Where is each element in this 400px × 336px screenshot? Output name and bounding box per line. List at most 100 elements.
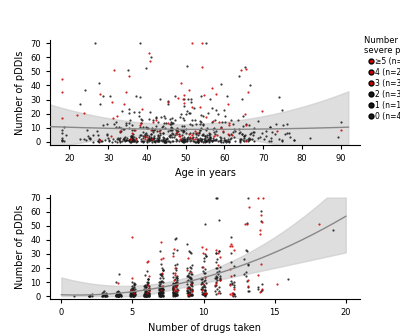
Point — [132, 282, 138, 287]
Point — [142, 282, 148, 287]
Point — [194, 138, 200, 144]
Point — [186, 293, 192, 298]
Point — [184, 287, 190, 293]
Point — [141, 293, 148, 298]
Point — [221, 135, 228, 141]
Point — [214, 286, 220, 291]
Point — [260, 195, 266, 200]
Point — [152, 138, 158, 143]
Point — [255, 284, 262, 290]
Point — [201, 291, 208, 296]
Point — [182, 130, 189, 135]
Point — [132, 94, 139, 99]
Point — [104, 121, 110, 126]
Point — [187, 275, 194, 280]
Point — [141, 293, 148, 298]
Point — [94, 129, 100, 134]
Point — [231, 292, 238, 297]
Point — [114, 137, 120, 142]
Point — [159, 285, 165, 290]
Point — [245, 283, 251, 288]
Point — [196, 121, 203, 127]
Point — [215, 138, 222, 143]
Point — [157, 286, 164, 292]
Point — [146, 293, 152, 298]
Point — [145, 258, 151, 264]
Point — [236, 126, 242, 132]
Point — [192, 139, 198, 144]
Point — [197, 127, 203, 133]
Point — [187, 274, 194, 280]
Point — [177, 133, 184, 139]
Point — [172, 283, 178, 288]
Point — [202, 266, 208, 272]
Point — [198, 136, 205, 142]
Point — [226, 139, 232, 144]
Point — [144, 259, 150, 264]
Point — [114, 290, 120, 295]
Point — [222, 138, 228, 143]
Point — [201, 133, 208, 138]
Point — [160, 123, 166, 129]
Point — [103, 291, 109, 296]
Point — [140, 134, 146, 139]
Point — [187, 289, 193, 294]
Point — [136, 40, 143, 46]
Point — [83, 137, 89, 143]
Point — [187, 135, 193, 140]
Point — [114, 292, 120, 297]
Point — [166, 139, 172, 144]
Point — [201, 291, 207, 296]
Point — [132, 292, 138, 298]
Y-axis label: Number of pDDIs: Number of pDDIs — [15, 50, 25, 135]
Point — [159, 283, 165, 289]
Point — [116, 293, 122, 298]
Point — [159, 292, 165, 298]
Point — [259, 108, 265, 113]
Point — [138, 120, 144, 126]
Point — [213, 247, 219, 252]
Point — [187, 279, 193, 284]
Point — [126, 138, 132, 143]
Point — [188, 287, 195, 292]
Point — [227, 278, 234, 284]
Point — [122, 134, 128, 140]
X-axis label: Age in years: Age in years — [174, 168, 236, 178]
Point — [184, 138, 190, 144]
Point — [156, 285, 162, 290]
Point — [163, 136, 169, 141]
Point — [338, 119, 344, 125]
Point — [128, 136, 135, 141]
Point — [229, 282, 235, 287]
Point — [177, 114, 183, 119]
Point — [184, 63, 190, 68]
Point — [124, 67, 131, 72]
Point — [96, 136, 102, 142]
Point — [338, 127, 344, 133]
Point — [173, 136, 179, 141]
Point — [189, 283, 195, 289]
Point — [156, 290, 162, 296]
Point — [230, 121, 236, 127]
Point — [88, 293, 95, 299]
Point — [138, 120, 144, 126]
Point — [187, 292, 194, 298]
Point — [128, 290, 134, 295]
Point — [276, 136, 282, 141]
Point — [174, 281, 180, 286]
Point — [236, 138, 243, 143]
Point — [158, 256, 164, 261]
Point — [202, 137, 208, 142]
Point — [142, 293, 148, 298]
Point — [116, 137, 122, 142]
Point — [128, 291, 134, 297]
Point — [205, 111, 212, 116]
Point — [172, 282, 178, 288]
Point — [213, 259, 220, 265]
Point — [198, 291, 205, 297]
Point — [266, 138, 273, 144]
Point — [87, 292, 93, 298]
Point — [142, 292, 149, 298]
Point — [170, 251, 177, 256]
Point — [142, 290, 149, 295]
